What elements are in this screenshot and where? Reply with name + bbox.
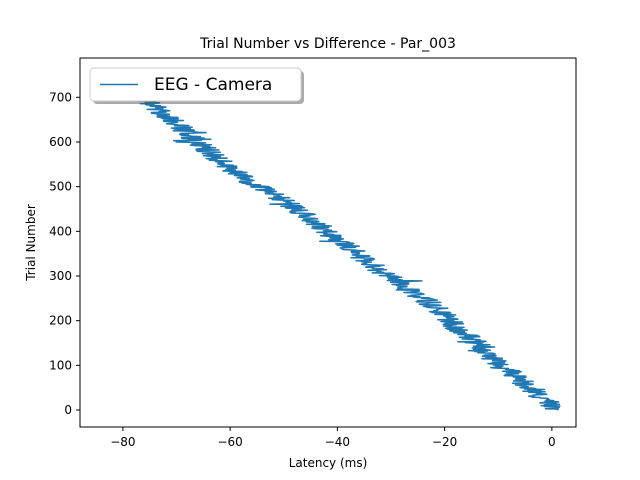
y-axis-label: Trial Number [24, 204, 38, 282]
x-tick-label: 0 [548, 435, 556, 449]
y-tick-label: 0 [64, 403, 72, 417]
y-axis: 0 100 200 300 400 500 600 700 [49, 90, 80, 417]
y-tick-label: 600 [49, 135, 72, 149]
y-tick-label: 200 [49, 314, 72, 328]
x-axis: −80 −60 −40 −20 0 [110, 427, 556, 449]
y-tick-label: 700 [49, 90, 72, 104]
legend-box [89, 67, 302, 102]
x-tick-label: −60 [217, 435, 242, 449]
x-tick-label: −40 [325, 435, 350, 449]
x-tick-label: −20 [432, 435, 457, 449]
x-axis-label: Latency (ms) [289, 456, 368, 470]
series-line-eeg-camera [136, 94, 561, 411]
legend-entry: EEG - Camera [154, 75, 272, 95]
y-tick-label: 500 [49, 180, 72, 194]
x-tick-label: −80 [110, 435, 135, 449]
plot-frame [79, 57, 577, 428]
legend: EEG - Camera [89, 67, 304, 104]
y-tick-label: 300 [49, 269, 72, 283]
y-tick-label: 100 [49, 358, 72, 372]
y-tick-label: 400 [49, 224, 72, 238]
chart-title: Trial Number vs Difference - Par_003 [199, 36, 456, 52]
plot-area [79, 57, 577, 428]
series-layer [136, 94, 561, 411]
